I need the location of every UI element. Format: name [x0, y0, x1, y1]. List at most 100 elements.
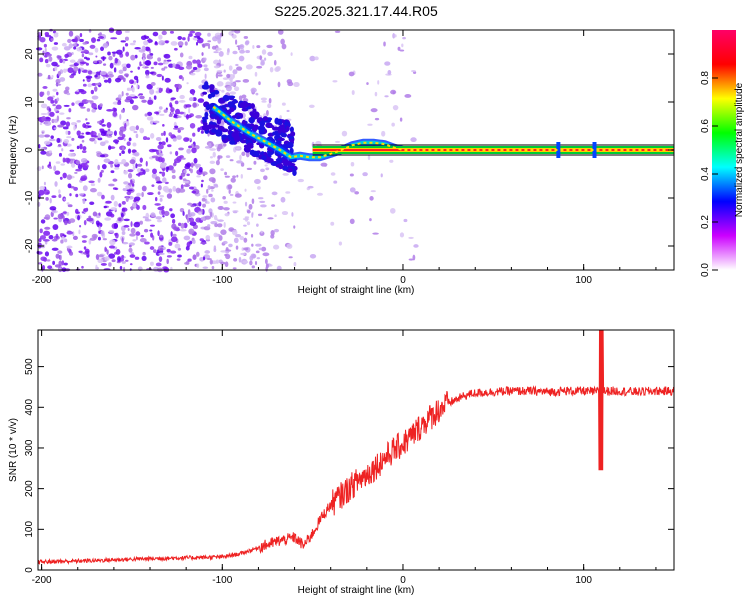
spectral-point — [173, 226, 177, 231]
spectral-point — [99, 103, 103, 107]
spectral-point — [55, 161, 61, 164]
spectral-point — [240, 174, 243, 179]
spectral-point — [211, 189, 214, 192]
spectral-point — [159, 113, 165, 116]
spectral-point — [189, 212, 196, 217]
snr-y-label: SNR (10 * v/v) — [8, 418, 19, 482]
spectral-point — [220, 250, 228, 253]
spectral-point — [367, 123, 373, 126]
spectral-point — [209, 160, 216, 164]
spectral-point — [66, 245, 73, 249]
spectral-point — [158, 87, 163, 94]
spectral-point — [159, 162, 167, 168]
spectral-point — [158, 252, 165, 256]
spectral-point — [213, 248, 217, 252]
spectral-point — [78, 229, 81, 235]
spectral-point — [190, 162, 194, 168]
spectral-point — [41, 131, 44, 134]
spectral-point — [130, 179, 133, 185]
spectral-point — [82, 79, 85, 82]
spectral-point — [69, 251, 74, 256]
spectral-point — [129, 79, 135, 85]
spectral-point — [39, 235, 47, 240]
spectral-point — [110, 213, 115, 218]
spectral-point — [190, 168, 193, 174]
spectral-point — [93, 139, 97, 145]
spectral-point — [241, 151, 246, 157]
spectral-point — [46, 259, 51, 262]
spectral-point — [192, 59, 197, 64]
spectral-point — [241, 108, 247, 112]
spectral-point — [169, 151, 173, 155]
spectral-point — [139, 220, 143, 225]
spectral-point — [68, 30, 74, 37]
spectral-point — [86, 57, 90, 61]
spectral-point — [59, 112, 65, 115]
spectral-point — [108, 55, 113, 61]
spectral-point — [140, 35, 147, 40]
spectral-point — [178, 188, 186, 193]
spectral-point — [176, 155, 182, 162]
spectral-point — [161, 30, 167, 36]
spectral-point — [82, 123, 87, 128]
spectral-point — [214, 184, 219, 188]
spectral-point — [399, 117, 403, 122]
spectral-point — [125, 96, 133, 101]
spectral-point — [168, 113, 173, 117]
spectral-point — [106, 131, 114, 135]
spectral-point — [106, 249, 109, 255]
spectral-point — [190, 72, 196, 76]
spectral-point — [118, 69, 124, 74]
spectral-point — [232, 267, 237, 270]
spectral-point — [101, 130, 108, 134]
spectral-point — [86, 108, 91, 112]
spectral-point — [105, 200, 112, 204]
spectral-point — [124, 73, 129, 77]
spectral-point — [37, 72, 43, 77]
spectral-point — [52, 88, 58, 92]
spectral-point — [73, 66, 79, 72]
spectral-point — [389, 159, 394, 163]
spectral-point — [233, 237, 239, 244]
spectral-point — [100, 230, 105, 236]
spectral-point — [210, 197, 216, 203]
spectral-point — [48, 161, 51, 167]
spectral-point — [351, 90, 355, 96]
spectral-point — [277, 29, 284, 35]
spectral-point — [100, 71, 107, 76]
spectral-point — [68, 152, 75, 157]
spectral-point — [43, 140, 51, 145]
spectral-point — [66, 202, 70, 205]
spectral-point — [65, 86, 70, 91]
spectral-point — [254, 71, 258, 77]
spectral-point — [161, 205, 165, 209]
spectral-point — [245, 64, 253, 70]
spectral-point — [180, 172, 186, 177]
spectral-point — [139, 127, 145, 134]
spectral-point — [110, 170, 115, 174]
spectral-point — [207, 32, 211, 37]
spectral-point — [88, 215, 92, 219]
spectral-point — [69, 74, 75, 79]
spectral-point — [145, 46, 151, 52]
spectral-point — [229, 82, 236, 87]
spectral-point — [53, 42, 59, 45]
spectral-point — [274, 214, 277, 218]
spectral-point — [170, 97, 176, 100]
spectral-point — [235, 80, 241, 83]
spectral-point — [229, 159, 234, 162]
spectral-point — [166, 166, 170, 170]
spectral-point — [39, 186, 45, 191]
spectral-point — [54, 170, 61, 175]
spectral-point — [170, 231, 173, 237]
spectral-point — [51, 46, 59, 51]
spectral-point — [201, 179, 204, 183]
spectral-point — [204, 73, 207, 79]
spectral-point — [171, 218, 176, 224]
spectral-point — [76, 211, 80, 214]
spectral-point — [132, 142, 137, 147]
snr-frame — [37, 329, 675, 571]
spectral-point — [127, 148, 132, 154]
spectral-point — [94, 47, 99, 53]
